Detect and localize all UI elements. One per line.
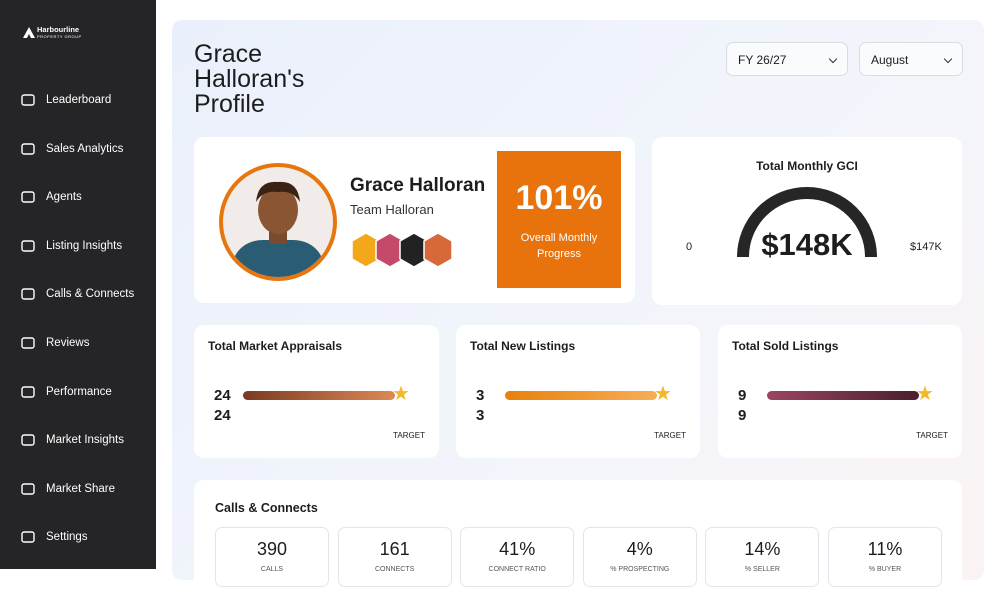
target-label: TARGET bbox=[916, 431, 948, 440]
nav-item[interactable]: Market Share bbox=[20, 481, 115, 497]
stat-value: 390 bbox=[256, 539, 288, 559]
target-label: TARGET bbox=[393, 431, 425, 440]
actual-value: 9 bbox=[738, 387, 747, 404]
target-value: 24 bbox=[214, 407, 231, 424]
nav-item[interactable]: Leaderboard bbox=[20, 92, 111, 108]
target-value: 3 bbox=[476, 407, 485, 424]
logo-name: Harbourline bbox=[37, 25, 80, 34]
page-title: Grace Halloran's Profile bbox=[194, 40, 305, 118]
target-title: Total Market Appraisals bbox=[208, 339, 343, 353]
actual-value: 24 bbox=[214, 387, 231, 404]
stat-label: % SELLER bbox=[744, 566, 780, 573]
sidebar: Harbourline PROPERTY GROUP Leaderboard Sa… bbox=[0, 0, 156, 569]
gci-min: 0 bbox=[686, 241, 693, 253]
progress-box: 101% Overall Monthly Progress bbox=[497, 151, 621, 288]
target-title: Total Sold Listings bbox=[732, 339, 839, 353]
stat-value: 14% bbox=[744, 539, 781, 559]
avatar bbox=[219, 163, 337, 281]
nav-icon bbox=[21, 337, 35, 349]
nav-icon bbox=[21, 142, 35, 155]
target-label: TARGET bbox=[654, 431, 686, 440]
nav-item[interactable]: Settings bbox=[20, 529, 88, 545]
nav-item[interactable]: Sales Analytics bbox=[20, 141, 123, 157]
gci-gauge bbox=[737, 187, 877, 258]
progress-bar bbox=[767, 391, 919, 400]
nav-item[interactable]: Agents bbox=[20, 189, 82, 205]
badges bbox=[351, 232, 453, 268]
nav-label: Leaderboard bbox=[46, 94, 112, 106]
nav-icon bbox=[21, 288, 35, 301]
progress-bar bbox=[243, 391, 395, 400]
nav-label: Performance bbox=[46, 385, 112, 398]
nav-item[interactable]: Performance bbox=[20, 384, 112, 400]
progress-label: Overall Monthly Progress bbox=[520, 232, 598, 260]
nav-icon bbox=[21, 483, 35, 495]
stat-value: 161 bbox=[379, 539, 410, 559]
nav-label: Sales Analytics bbox=[46, 142, 124, 155]
nav-icon bbox=[21, 434, 35, 446]
nav-icon bbox=[21, 531, 35, 544]
nav-item[interactable]: Calls & Connects bbox=[20, 286, 134, 302]
gci-max: $147K bbox=[910, 241, 942, 253]
profile-name: Grace Halloran bbox=[350, 175, 486, 196]
logo-tagline: PROPERTY GROUP bbox=[37, 34, 82, 39]
target-value: 9 bbox=[738, 407, 747, 424]
profile-card: Grace Halloran Team Halloran 101% Overal… bbox=[194, 137, 635, 303]
nav-label: Listing Insights bbox=[46, 239, 123, 252]
nav-icon bbox=[21, 385, 35, 398]
stat-tile: 4% % PROSPECTING bbox=[582, 527, 697, 587]
stat-tile: 14% % SELLER bbox=[705, 527, 820, 587]
nav-item[interactable]: Listing Insights bbox=[20, 238, 122, 254]
stat-tile: 161 CONNECTS bbox=[337, 527, 452, 587]
target-card: Total New Listings 3 3 ★ TARGET bbox=[456, 325, 700, 458]
actual-value: 3 bbox=[476, 387, 485, 404]
stat-label: CONNECTS bbox=[374, 566, 415, 573]
nav-label: Settings bbox=[46, 531, 88, 544]
target-card: Total Sold Listings 9 9 ★ TARGET bbox=[718, 325, 962, 458]
gci-value: $148K bbox=[761, 227, 853, 262]
profile-team: Team Halloran bbox=[350, 202, 434, 217]
stat-tile: 41% CONNECT RATIO bbox=[460, 527, 575, 587]
stat-label: CALLS bbox=[260, 566, 284, 573]
target-title: Total New Listings bbox=[470, 339, 576, 353]
month-filter[interactable]: August bbox=[859, 42, 963, 76]
star-icon: ★ bbox=[916, 383, 934, 405]
stat-value: 11% bbox=[867, 539, 903, 559]
nav-item[interactable]: Market Insights bbox=[20, 432, 124, 448]
nav-icon bbox=[21, 191, 35, 203]
calls-card: Calls & Connects 390 CALLS 161 CONNECTS 41% C… bbox=[194, 480, 962, 590]
nav-item[interactable]: Reviews bbox=[20, 335, 89, 351]
stat-label: % BUYER bbox=[868, 566, 902, 573]
nav-label: Market Insights bbox=[46, 434, 124, 447]
nav-label: Calls & Connects bbox=[46, 288, 135, 301]
page: Harbourline PROPERTY GROUP Leaderboard Sa… bbox=[0, 0, 1000, 569]
star-icon: ★ bbox=[654, 383, 672, 405]
logo-icon bbox=[23, 27, 35, 38]
year-filter[interactable]: FY 26/27 bbox=[726, 42, 848, 76]
calls-title: Calls & Connects bbox=[215, 501, 318, 515]
nav-label: Agents bbox=[46, 191, 82, 204]
star-icon: ★ bbox=[392, 383, 410, 405]
nav-icon bbox=[21, 94, 35, 106]
stat-value: 4% bbox=[626, 539, 653, 559]
stat-tile: 390 CALLS bbox=[215, 527, 329, 587]
stat-tile: 11% % BUYER bbox=[828, 527, 942, 587]
target-card: Total Market Appraisals 24 24 ★ TARGET bbox=[194, 325, 439, 458]
stat-value: 41% bbox=[499, 539, 536, 559]
gci-title: Total Monthly GCI bbox=[756, 159, 858, 173]
stat-label: % PROSPECTING bbox=[610, 566, 670, 573]
nav-label: Market Share bbox=[46, 482, 116, 495]
gci-card: Total Monthly GCI $148K 0 $147K bbox=[652, 137, 962, 305]
nav-icon bbox=[21, 240, 35, 252]
progress-bar bbox=[505, 391, 657, 400]
stat-label: CONNECT RATIO bbox=[488, 566, 546, 573]
nav-label: Reviews bbox=[46, 337, 90, 349]
progress-value: 101% bbox=[515, 179, 603, 217]
